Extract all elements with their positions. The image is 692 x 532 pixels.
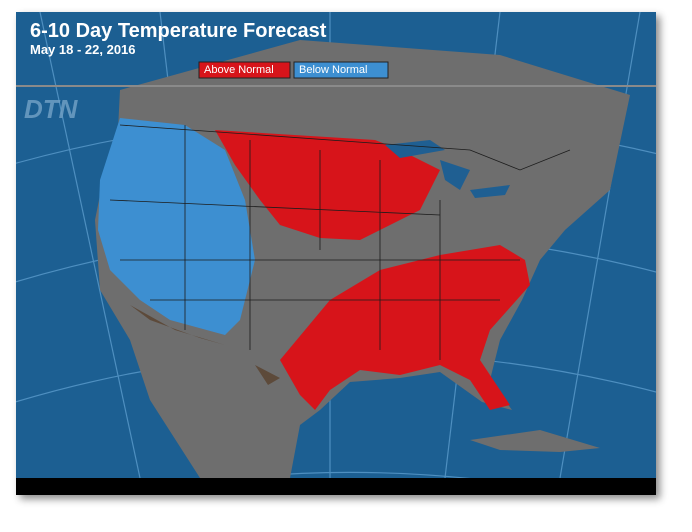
logo: DTN <box>24 94 79 124</box>
above-normal-region-south <box>280 245 530 410</box>
legend-swatch <box>293 61 389 79</box>
map-subtitle: May 18 - 22, 2016 <box>30 42 136 57</box>
land-shadow <box>130 305 280 385</box>
legend: Above Normal Below Normal <box>198 61 389 79</box>
header-rule <box>16 85 656 87</box>
land-caribbean <box>470 430 600 452</box>
legend-label: Above Normal <box>204 64 274 76</box>
map-title: 6-10 Day Temperature Forecast <box>30 20 327 42</box>
great-lakes <box>385 140 510 198</box>
borders <box>109 124 571 360</box>
legend-label: Below Normal <box>299 64 367 76</box>
map <box>16 12 656 478</box>
legend-swatch <box>198 61 291 79</box>
below-normal-region <box>98 118 255 335</box>
